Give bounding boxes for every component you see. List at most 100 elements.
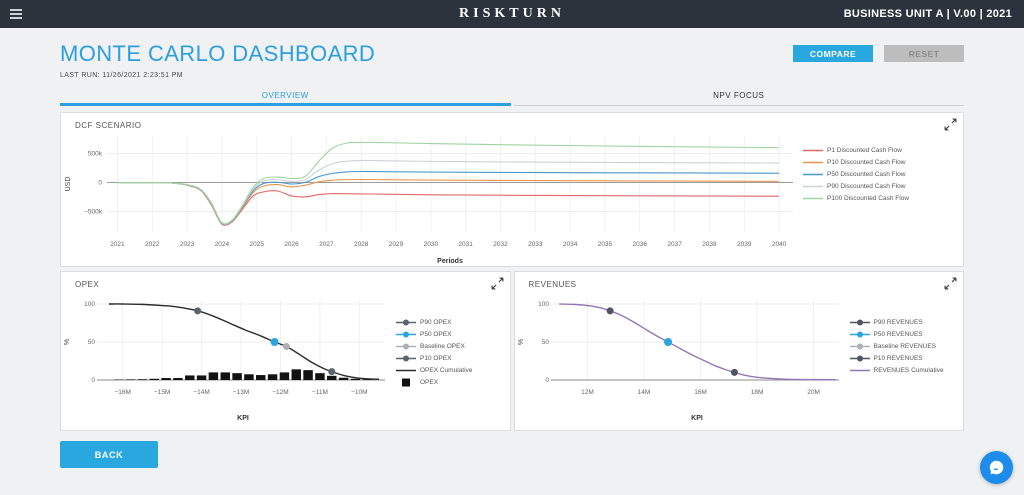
opex-chart: −16M −15M −14M −13M −12M −11M −10M 0 50 100 KPI% [61,280,396,430]
svg-text:0: 0 [545,377,549,384]
legend-label: P10 OPEX [420,355,452,362]
revenues-chart: 12M 14M 16M 18M 20M 0 50 100 KPI% [515,280,850,430]
legend-label: Baseline REVENUES [873,343,937,350]
svg-text:2040: 2040 [772,241,787,248]
svg-text:%: % [64,339,71,345]
page-content: MONTE CARLO DASHBOARD LAST RUN: 11/26/20… [0,28,1024,468]
legend-label: P50 Discounted Cash Flow [827,171,906,178]
chat-bubble-icon[interactable] [980,451,1013,484]
svg-text:0: 0 [91,377,95,384]
svg-text:−12M: −12M [272,389,288,396]
legend-item[interactable]: Baseline OPEX [396,342,504,351]
svg-text:0: 0 [98,180,102,187]
svg-text:%: % [518,339,525,345]
legend-label: Baseline OPEX [420,343,465,350]
legend-item[interactable]: P50 OPEX [396,330,504,339]
svg-text:18M: 18M [750,389,763,396]
last-run-timestamp: LAST RUN: 11/26/2021 2:23:51 PM [60,72,184,79]
legend-item[interactable]: P90 REVENUES [849,318,958,327]
dcf-chart: 2021 2022 2023 2024 2025 2026 2027 2028 2029 2030… [61,126,803,266]
svg-text:2035: 2035 [598,241,613,248]
dcf-legend: P1 Discounted Cash Flow P10 Discounted Ca… [803,113,959,266]
svg-text:−15M: −15M [154,389,170,396]
svg-text:2038: 2038 [702,241,717,248]
kpi-row: OPEX −16M −15M −14M −13M −12M −11M −10M 0 50 100 K… [60,271,964,431]
legend-item[interactable]: P10 REVENUES [849,354,958,363]
svg-text:2032: 2032 [493,241,508,248]
title-block: MONTE CARLO DASHBOARD LAST RUN: 11/26/20… [60,41,375,79]
legend-item[interactable]: P10 Discounted Cash Flow [803,158,959,167]
page-title: MONTE CARLO DASHBOARD [60,41,376,66]
opex-panel: OPEX −16M −15M −14M −13M −12M −11M −10M 0 50 100 K… [60,271,511,431]
svg-text:−500k: −500k [84,209,103,216]
legend-item[interactable]: OPEX Cumulative [396,366,504,375]
menu-icon[interactable] [10,9,22,21]
dcf-svg: 2021 2022 2023 2024 2025 2026 2027 2028 2029 2030… [65,136,793,265]
header-buttons: COMPARE RESET [793,45,964,62]
svg-text:2024: 2024 [215,241,230,248]
legend-label: P90 REVENUES [873,319,923,326]
svg-text:2021: 2021 [110,241,125,248]
legend-label: P10 Discounted Cash Flow [827,159,906,166]
legend-item[interactable]: P50 Discounted Cash Flow [803,170,959,179]
svg-text:2029: 2029 [389,241,404,248]
top-app-bar: RISKTURN BUSINESS UNIT A | V.00 | 2021 [0,0,1024,28]
header-row: MONTE CARLO DASHBOARD LAST RUN: 11/26/20… [60,28,964,79]
legend-item[interactable]: P90 OPEX [396,318,504,327]
legend-label: P100 Discounted Cash Flow [827,195,910,202]
svg-text:2025: 2025 [250,241,265,248]
svg-text:2031: 2031 [458,241,473,248]
legend-label: P50 REVENUES [873,331,923,338]
svg-text:2022: 2022 [145,241,160,248]
svg-text:2036: 2036 [633,241,648,248]
legend-item[interactable]: Baseline REVENUES [849,342,958,351]
legend-label: OPEX [420,379,439,386]
svg-text:−14M: −14M [193,389,209,396]
svg-text:−16M: −16M [114,389,130,396]
legend-label: P50 OPEX [420,331,452,338]
svg-text:2027: 2027 [319,241,334,248]
opex-legend: P90 OPEX P50 OPEX Baseline OPEX P10 OPEX OPE… [396,272,504,430]
svg-text:2028: 2028 [354,241,369,248]
legend-item[interactable]: OPEX [396,378,504,387]
svg-text:−11M: −11M [312,389,328,396]
svg-text:12M: 12M [581,389,594,396]
svg-text:100: 100 [84,301,95,308]
expand-icon[interactable] [491,277,504,290]
legend-label: REVENUES Cumulative [873,367,944,374]
svg-text:−10M: −10M [351,389,367,396]
svg-text:20M: 20M [807,389,820,396]
svg-text:14M: 14M [637,389,650,396]
legend-label: P90 Discounted Cash Flow [827,183,906,190]
legend-label: P90 OPEX [420,319,452,326]
tab-npv-focus[interactable]: NPV FOCUS [513,91,964,106]
legend-item[interactable]: P100 Discounted Cash Flow [803,194,959,203]
svg-text:Periods: Periods [437,258,463,265]
chat-glyph [989,460,1004,475]
svg-text:50: 50 [88,339,96,346]
back-button[interactable]: BACK [60,441,158,468]
legend-item[interactable]: P10 OPEX [396,354,504,363]
legend-label: P10 REVENUES [873,355,923,362]
svg-text:100: 100 [538,301,549,308]
expand-icon[interactable] [944,277,957,290]
svg-text:500k: 500k [88,150,103,157]
svg-text:2026: 2026 [284,241,299,248]
svg-text:2039: 2039 [737,241,752,248]
business-unit-label: BUSINESS UNIT A | V.00 | 2021 [843,8,1012,20]
legend-item[interactable]: P90 Discounted Cash Flow [803,182,959,191]
legend-label: OPEX Cumulative [420,367,473,374]
revenues-panel-title: REVENUES [528,280,577,289]
legend-item[interactable]: REVENUES Cumulative [849,366,958,375]
svg-text:2034: 2034 [563,241,578,248]
expand-icon[interactable] [944,118,957,131]
svg-text:KPI: KPI [691,415,703,422]
svg-text:KPI: KPI [237,415,249,422]
legend-item[interactable]: P50 REVENUES [849,330,958,339]
tab-overview[interactable]: OVERVIEW [60,91,511,106]
legend-item[interactable]: P1 Discounted Cash Flow [803,146,959,155]
svg-text:2023: 2023 [180,241,195,248]
revenues-legend: P90 REVENUES P50 REVENUES Baseline REVENUE… [849,272,958,430]
reset-button[interactable]: RESET [884,45,964,62]
compare-button[interactable]: COMPARE [793,45,873,62]
